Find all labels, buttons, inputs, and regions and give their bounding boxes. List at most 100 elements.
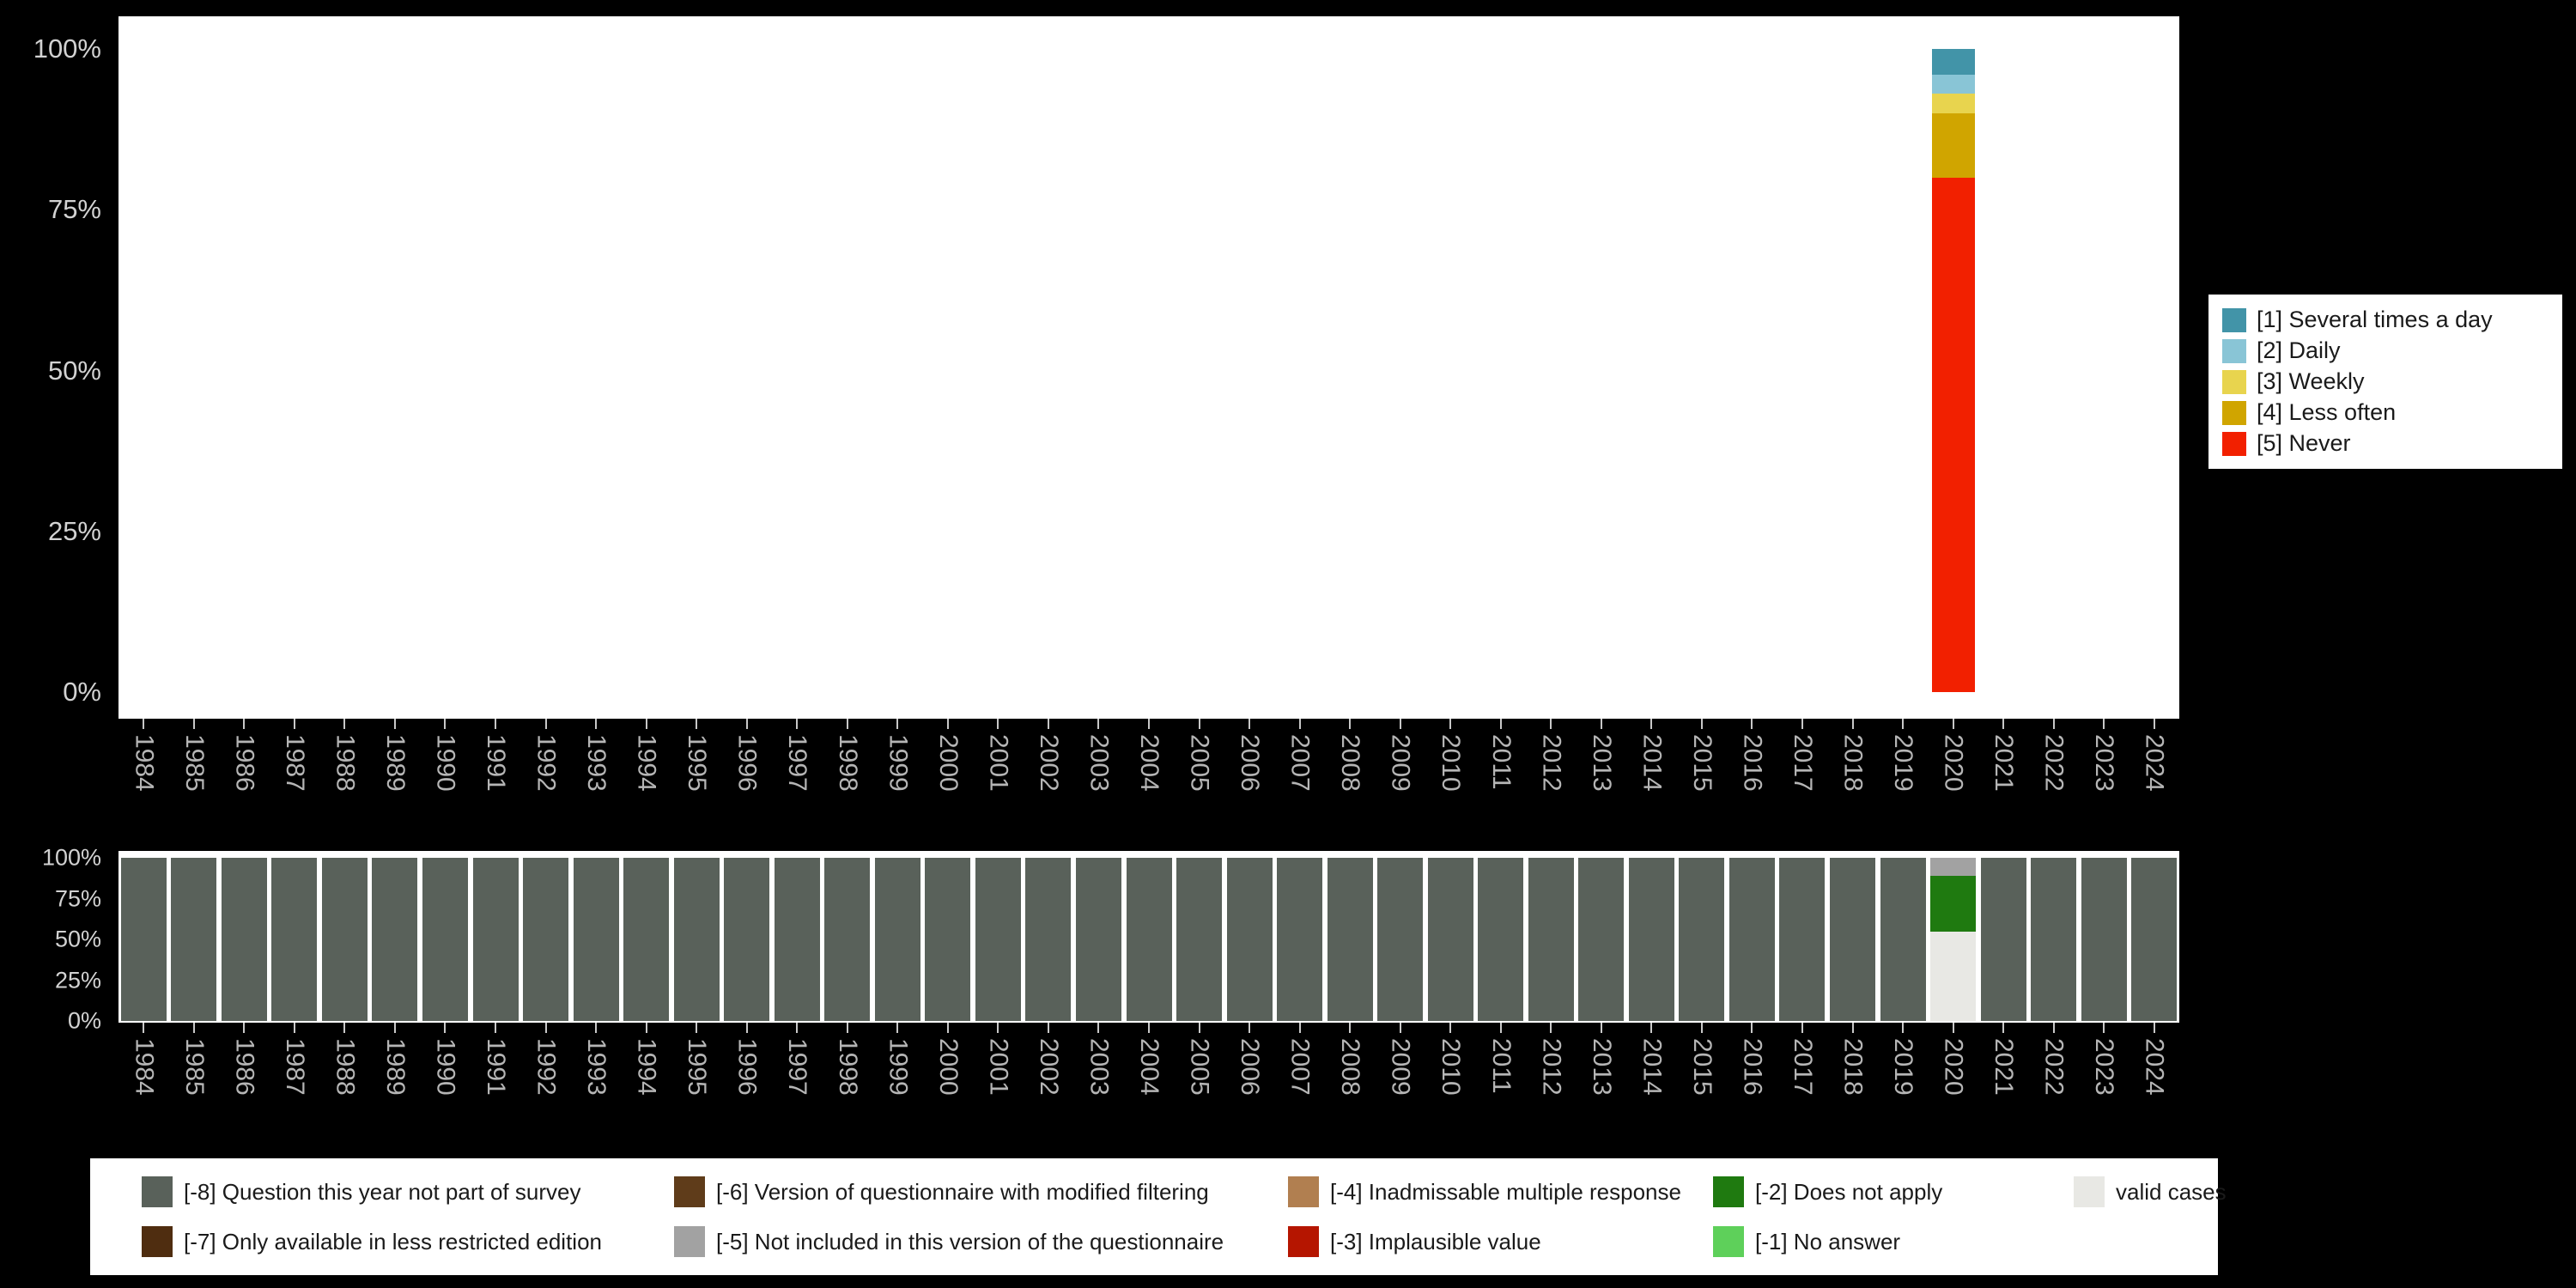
axis-tick (745, 719, 748, 729)
axis-tick (1349, 719, 1352, 729)
x-tick-label: 2006 (1236, 1038, 1265, 1096)
x-tick-label: 1995 (683, 1038, 712, 1096)
axis-tick (595, 1023, 598, 1033)
x-tick-label: 2003 (1084, 1038, 1114, 1096)
legend-label: [-1] No answer (1755, 1228, 1901, 1255)
bar-segment (523, 858, 569, 1021)
x-tick-label: 2012 (1537, 734, 1566, 792)
bar-segment (2031, 858, 2077, 1021)
legend-item-daily: [2] Daily (2222, 337, 2549, 364)
axis-tick (2153, 1023, 2155, 1033)
axis-tick (2103, 719, 2105, 729)
bar-segment (724, 858, 770, 1021)
axis-tick (846, 1023, 848, 1033)
axis-tick (2002, 1023, 2005, 1033)
minus6-swatch-icon (674, 1176, 705, 1207)
valid-cases-swatch-icon (2074, 1176, 2105, 1207)
axis-tick (1650, 1023, 1653, 1033)
axis-tick (745, 1023, 748, 1033)
axis-tick (846, 719, 848, 729)
x-tick-label: 2010 (1437, 734, 1466, 792)
axis-tick (1952, 1023, 1954, 1033)
legend-label: [-7] Only available in less restricted e… (184, 1228, 603, 1255)
frequency-chart-x-axis: 1984 1985 1986 1987 1988 1989 1990 1991 1992 1993… (118, 719, 2179, 848)
x-tick-label: 1985 (179, 734, 209, 792)
axis-tick (1449, 719, 1452, 729)
x-tick-label: 1990 (431, 734, 460, 792)
axis-tick (946, 719, 949, 729)
bar-segment (321, 858, 368, 1021)
x-tick-label: 2008 (1336, 734, 1365, 792)
x-tick-label: 2024 (2140, 1038, 2169, 1096)
x-tick-label: 2016 (1738, 734, 1767, 792)
axis-tick (796, 1023, 799, 1033)
bar-segment (1478, 858, 1524, 1021)
x-tick-label: 1993 (582, 1038, 611, 1096)
x-tick-label: 1987 (280, 734, 309, 792)
bar-segment (975, 858, 1021, 1021)
y-tick-label: 100% (41, 844, 101, 871)
x-tick-label: 2012 (1537, 1038, 1566, 1096)
axis-tick (544, 719, 547, 729)
axis-tick (645, 719, 647, 729)
x-tick-label: 1993 (582, 734, 611, 792)
x-tick-label: 1999 (884, 734, 913, 792)
x-tick-label: 1986 (230, 734, 259, 792)
bar-segment (221, 858, 267, 1021)
x-tick-label: 2001 (984, 1038, 1013, 1096)
axis-tick (1349, 1023, 1352, 1033)
x-tick-label: 1991 (482, 734, 511, 792)
axis-tick (1449, 1023, 1452, 1033)
x-tick-label: 1987 (280, 1038, 309, 1096)
axis-tick (1902, 1023, 1905, 1033)
x-tick-label: 1998 (833, 1038, 862, 1096)
axis-tick (243, 719, 246, 729)
bar-segment (1931, 49, 1975, 75)
legend-item-minus1: [-1] No answer (1713, 1226, 2074, 1257)
minus7-swatch-icon (142, 1226, 173, 1257)
legend-label: [-4] Inadmissable multiple response (1330, 1178, 1681, 1205)
bar-segment (2081, 858, 2127, 1021)
x-tick-label: 2002 (1034, 734, 1063, 792)
x-tick-label: 2013 (1587, 734, 1616, 792)
bar-segment (1931, 74, 1975, 94)
x-tick-label: 2022 (2039, 1038, 2069, 1096)
x-tick-label: 1986 (230, 1038, 259, 1096)
bar-segment (120, 858, 167, 1021)
missing-values-legend: [-8] Question this year not part of surv… (90, 1158, 2227, 1275)
legend-item-weekly: [3] Weekly (2222, 368, 2549, 395)
x-tick-label: 2005 (1185, 734, 1214, 792)
legend-label: valid cases (2116, 1178, 2227, 1205)
axis-tick (1902, 719, 1905, 729)
bar-segment (1728, 858, 1775, 1021)
legend-item-several-times-a-day: [1] Several times a day (2222, 307, 2549, 333)
axis-tick (1801, 719, 1803, 729)
x-tick-label: 1994 (632, 734, 661, 792)
bar-segment (1931, 177, 1975, 692)
bar-segment (1578, 858, 1625, 1021)
axis-tick (997, 1023, 999, 1033)
bar-segment (1075, 858, 1121, 1021)
axis-tick (2002, 719, 2005, 729)
axis-tick (2052, 719, 2055, 729)
x-tick-label: 1998 (833, 734, 862, 792)
bar-segment (774, 858, 820, 1021)
axis-tick (997, 719, 999, 729)
bar-segment (824, 858, 871, 1021)
minus3-swatch-icon (1288, 1226, 1319, 1257)
x-tick-label: 2015 (1687, 734, 1716, 792)
axis-tick (1801, 1023, 1803, 1033)
axis-tick (1952, 719, 1954, 729)
axis-tick (544, 1023, 547, 1033)
x-tick-label: 1994 (632, 1038, 661, 1096)
legend-label: [3] Weekly (2257, 368, 2365, 394)
bar-segment (1830, 858, 1875, 1021)
legend-item-minus5: [-5] Not included in this version of the… (674, 1226, 1288, 1257)
legend-item-never: [5] Never (2222, 430, 2549, 457)
frequency-chart-y-axis: 100% 75% 50% 25% 0% (0, 33, 110, 707)
bar-segment (372, 858, 418, 1021)
axis-tick (595, 719, 598, 729)
legend-item-less-often: [4] Less often (2222, 399, 2549, 426)
bar-segment (1931, 94, 1975, 113)
bar-segment (1930, 931, 1977, 1021)
